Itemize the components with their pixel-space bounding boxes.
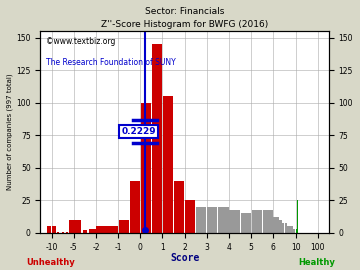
Y-axis label: Number of companies (997 total): Number of companies (997 total) (7, 74, 13, 190)
Text: Unhealthy: Unhealthy (26, 258, 75, 267)
Bar (284, 222, 287, 233)
Bar (274, 217, 276, 233)
Title: Sector: Financials
Z''-Score Histogram for BWFG (2016): Sector: Financials Z''-Score Histogram f… (101, 7, 268, 29)
Bar (118, 220, 129, 233)
X-axis label: Score: Score (170, 253, 199, 263)
Bar (52, 227, 56, 233)
Bar (279, 220, 282, 233)
Bar (69, 220, 73, 233)
Bar (174, 181, 184, 233)
Bar (74, 220, 81, 233)
Bar (240, 213, 251, 233)
Text: 0.2229: 0.2229 (121, 127, 156, 136)
Bar (263, 210, 273, 233)
Bar (252, 210, 262, 233)
Bar (47, 227, 51, 233)
Bar (152, 44, 162, 233)
Bar (96, 227, 107, 233)
Bar (66, 232, 68, 233)
Bar (57, 232, 59, 233)
Bar (293, 229, 296, 233)
Bar (196, 207, 206, 233)
Bar (83, 230, 86, 233)
Bar (219, 207, 229, 233)
Bar (62, 232, 64, 233)
Bar (229, 210, 240, 233)
Text: ©www.textbiz.org: ©www.textbiz.org (46, 37, 116, 46)
Bar (290, 227, 293, 233)
Text: The Research Foundation of SUNY: The Research Foundation of SUNY (46, 58, 176, 66)
Bar (276, 217, 279, 233)
Bar (163, 96, 173, 233)
Bar (207, 207, 217, 233)
Bar (89, 229, 92, 233)
Bar (107, 227, 118, 233)
Text: Healthy: Healthy (298, 258, 335, 267)
Bar (93, 229, 96, 233)
Bar (141, 103, 151, 233)
Bar (287, 227, 290, 233)
Bar (185, 200, 195, 233)
Bar (282, 222, 284, 233)
Bar (130, 181, 140, 233)
